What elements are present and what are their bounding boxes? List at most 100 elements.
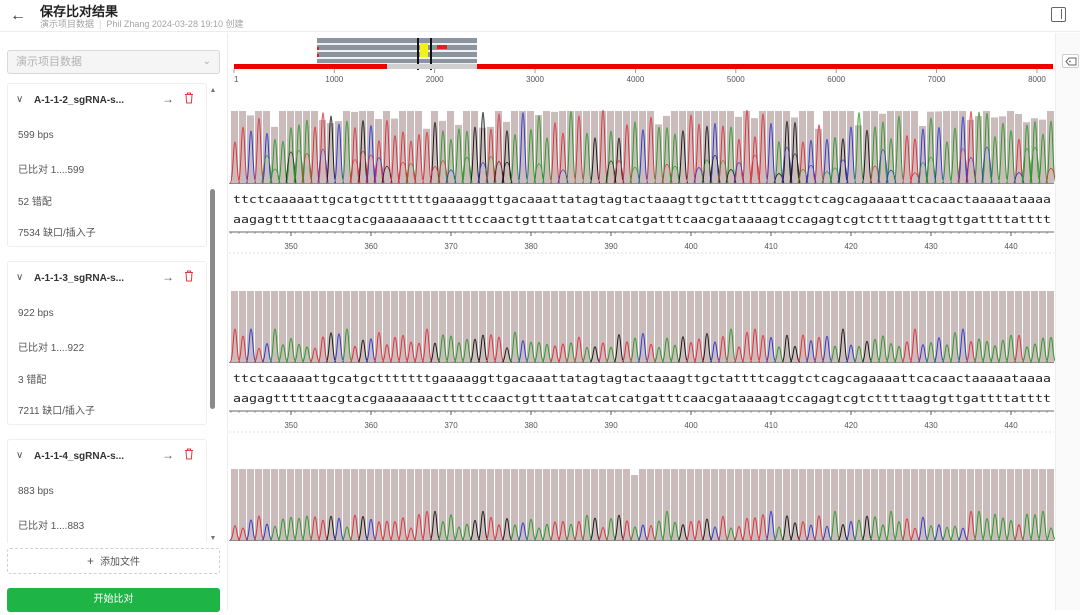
quality-bar — [871, 469, 878, 540]
arrow-right-icon[interactable]: → — [162, 448, 174, 462]
trace-peak — [501, 130, 513, 184]
quality-bar — [943, 291, 950, 362]
quality-bar — [335, 469, 342, 540]
quality-bar — [815, 469, 822, 540]
quality-bar — [863, 469, 870, 540]
quality-bar — [303, 291, 310, 362]
trash-icon[interactable] — [184, 448, 194, 460]
trace-peak — [333, 333, 345, 363]
sample-list-scrollbar[interactable]: ▲ ▼ — [209, 87, 217, 542]
overview-tick-label: 1000 — [325, 75, 343, 84]
chromatogram-track[interactable]: ttctcaaaaattgcatgctttttttgaaaaggttgacaaa… — [229, 88, 1057, 260]
sample-card[interactable]: ∨ A-1-1-3_sgRNA-s... → 922 bps 已比对 1....… — [7, 261, 207, 425]
quality-bar — [287, 111, 294, 183]
chromatogram-track[interactable]: ttctcaaaaattgcatgctttttttgaaaaggttgacaaa… — [229, 266, 1057, 438]
trace-peak — [701, 518, 713, 541]
trace-peak — [885, 343, 897, 363]
trace-secondary-peak — [261, 155, 273, 184]
quality-bar — [335, 291, 342, 362]
quality-bar — [503, 469, 510, 540]
trace-peak — [317, 112, 329, 184]
chromatogram-canvas[interactable]: 1 1000 2000 3000 4000 5000 6000 7000 8000 ttctca… — [229, 33, 1057, 610]
quality-bar — [439, 291, 446, 362]
trace-peak — [933, 127, 945, 184]
tag-icon[interactable] — [1062, 54, 1079, 68]
sample-card[interactable]: ∨ A-1-1-2_sgRNA-s... → 599 bps 已比对 1....… — [7, 83, 207, 247]
trace-peak — [1021, 124, 1033, 184]
trace-peak — [1021, 513, 1033, 541]
quality-bar — [807, 291, 814, 362]
collapse-chevron-icon[interactable]: ∨ — [16, 94, 24, 105]
trace-peak — [301, 346, 313, 363]
back-arrow-icon[interactable]: ← — [10, 7, 26, 24]
quality-bar — [359, 469, 366, 540]
quality-bar — [703, 291, 710, 362]
sample-card[interactable]: ∨ A-1-1-4_sgRNA-s... → 883 bps 已比对 1....… — [7, 439, 207, 543]
trace-peak — [245, 130, 257, 184]
quality-bar — [687, 111, 694, 183]
quality-bar — [543, 111, 550, 183]
scrollbar-thumb[interactable] — [210, 189, 215, 409]
trace-peak — [229, 328, 241, 363]
trace-secondary-peak — [925, 157, 937, 184]
quality-bar — [847, 291, 854, 362]
trace-peak — [725, 126, 737, 184]
scroll-down-icon[interactable]: ▼ — [209, 535, 217, 542]
start-compare-button[interactable]: 开始比对 — [7, 588, 220, 612]
quality-bar — [287, 291, 294, 362]
trash-icon[interactable] — [184, 92, 194, 104]
quality-bar — [895, 469, 902, 540]
arrow-right-icon[interactable]: → — [162, 92, 174, 106]
trace-peak — [405, 140, 417, 184]
trace-peak — [453, 342, 465, 363]
project-select[interactable]: 演示项目数据 ⌄ — [7, 50, 220, 74]
trace-peak — [1021, 346, 1033, 363]
quality-bar — [439, 120, 446, 183]
trace-peak — [677, 130, 689, 184]
toggle-panel-icon[interactable] — [1051, 7, 1066, 22]
quality-bar — [415, 111, 422, 183]
quality-bar — [239, 291, 246, 362]
sample-indel: 7534 缺口/插入子 — [18, 228, 96, 239]
quality-bar — [887, 291, 894, 362]
collapse-chevron-icon[interactable]: ∨ — [16, 450, 24, 461]
quality-bar — [959, 291, 966, 362]
right-rail — [1055, 33, 1080, 610]
chromatogram-track[interactable] — [229, 441, 1057, 556]
quality-bar — [831, 111, 838, 183]
scroll-up-icon[interactable]: ▲ — [209, 87, 217, 94]
add-file-button[interactable]: + 添加文件 — [7, 548, 220, 574]
trace-peak — [981, 112, 993, 184]
quality-bar — [823, 111, 830, 183]
trace-peak — [693, 123, 705, 184]
trash-icon[interactable] — [184, 270, 194, 282]
page-subtitle: 演示项目数据 | Phil Zhang 2024-03-28 19:10 创建 — [40, 19, 244, 29]
trace-peak — [341, 120, 353, 184]
position-label: 390 — [604, 242, 618, 251]
quality-bar — [735, 469, 742, 540]
quality-bar — [655, 469, 662, 540]
quality-bar — [319, 291, 326, 362]
position-label: 380 — [524, 421, 538, 430]
overview-map[interactable]: 1 1000 2000 3000 4000 5000 6000 7000 8000 — [233, 38, 1053, 84]
position-label: 430 — [924, 242, 938, 251]
trace-peak — [949, 331, 961, 363]
quality-bar — [719, 469, 726, 540]
trace-peak — [453, 526, 465, 541]
quality-bar — [623, 469, 630, 540]
quality-bar — [471, 291, 478, 362]
collapse-chevron-icon[interactable]: ∨ — [16, 272, 24, 283]
quality-bar — [607, 291, 614, 362]
quality-bar — [255, 469, 262, 540]
trace-peak — [469, 126, 481, 184]
trace-secondary-peak — [301, 153, 313, 184]
quality-bar — [767, 291, 774, 362]
trace-peak — [549, 345, 561, 363]
quality-bar — [591, 111, 598, 183]
arrow-right-icon[interactable]: → — [162, 270, 174, 284]
trace-peak — [549, 122, 561, 184]
quality-bar — [863, 291, 870, 362]
quality-bar — [479, 469, 486, 540]
quality-bar — [751, 118, 758, 183]
quality-bar — [783, 291, 790, 362]
